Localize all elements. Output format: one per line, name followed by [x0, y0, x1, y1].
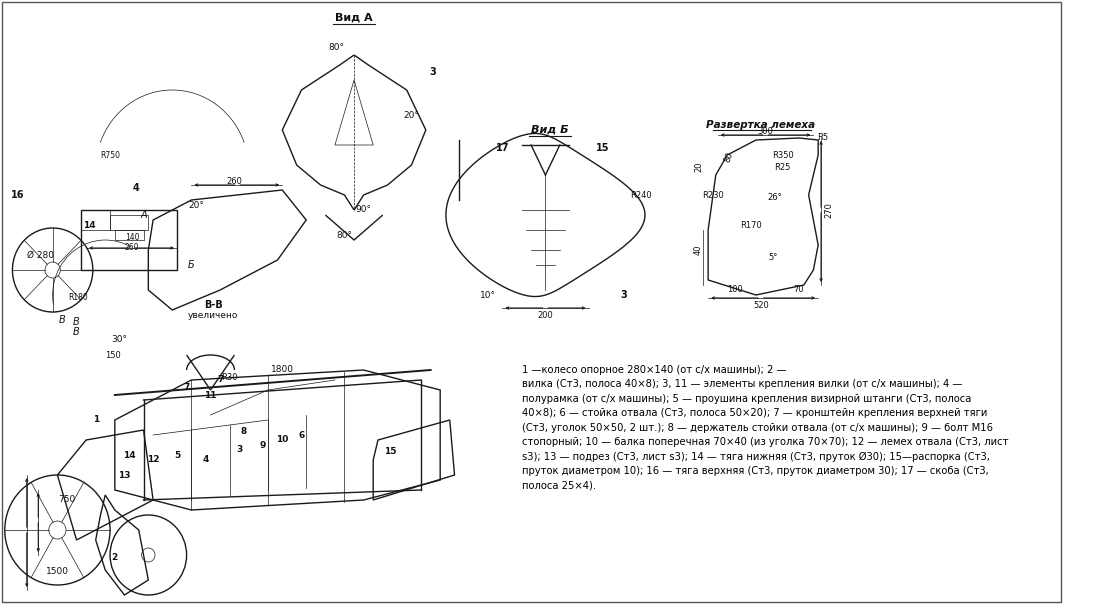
Text: В: В	[73, 327, 80, 337]
Text: 4: 4	[132, 183, 139, 193]
Bar	[81, 210, 110, 230]
Text: 11: 11	[204, 391, 217, 399]
Text: 3: 3	[621, 290, 628, 300]
Text: 80°: 80°	[329, 43, 344, 53]
Text: 520: 520	[753, 301, 769, 309]
Text: 100: 100	[727, 286, 743, 295]
Text: 8: 8	[241, 428, 247, 437]
Text: 200: 200	[538, 312, 553, 321]
Text: 1800: 1800	[271, 365, 293, 374]
Text: 150: 150	[106, 350, 121, 359]
Text: R240: R240	[630, 190, 652, 199]
Text: 1500: 1500	[46, 568, 69, 576]
Text: Б: Б	[188, 260, 194, 270]
Text: Вид Б: Вид Б	[531, 125, 569, 135]
Text: 80°: 80°	[337, 231, 352, 240]
Text: 26°: 26°	[768, 193, 782, 202]
Text: 80: 80	[723, 150, 735, 164]
Text: 5: 5	[174, 451, 180, 460]
Text: 270: 270	[824, 202, 833, 218]
Text: R230: R230	[702, 190, 723, 199]
Text: 14: 14	[82, 222, 96, 231]
Text: 4: 4	[202, 455, 209, 464]
Text: 15: 15	[384, 448, 397, 457]
Text: 260: 260	[227, 178, 242, 187]
Text: 7: 7	[183, 384, 190, 393]
Text: A: A	[140, 210, 147, 220]
Text: Ø 280: Ø 280	[27, 251, 53, 260]
Text: Вид А: Вид А	[336, 13, 373, 23]
Text: 30°: 30°	[111, 335, 128, 344]
Text: 90°: 90°	[356, 205, 372, 214]
Text: 10: 10	[277, 435, 289, 445]
Text: 140: 140	[124, 233, 139, 242]
Text: 6: 6	[299, 431, 304, 440]
Text: 7: 7	[217, 376, 223, 385]
Text: 10°: 10°	[480, 291, 496, 300]
Text: увеличено: увеличено	[188, 312, 239, 321]
Text: 1 —колесо опорное 280×140 (от с/х машины); 2 —
вилка (Ст3, полоса 40×8); 3, 11 —: 1 —колесо опорное 280×140 (от с/х машины…	[521, 365, 1008, 490]
Text: 750: 750	[59, 495, 76, 504]
Text: R180: R180	[69, 294, 89, 303]
Text: 20: 20	[694, 162, 703, 172]
Text: 16: 16	[10, 190, 24, 200]
Bar	[114, 230, 143, 240]
Text: 260: 260	[124, 243, 139, 252]
Text: 20°: 20°	[403, 111, 420, 120]
Text: 2: 2	[112, 553, 118, 562]
Text: 15: 15	[597, 143, 610, 153]
Text: В: В	[59, 315, 66, 325]
Text: 3: 3	[429, 67, 436, 77]
Text: 17: 17	[496, 143, 509, 153]
Text: 40: 40	[694, 245, 703, 255]
Text: 9: 9	[260, 440, 267, 449]
Text: 12: 12	[147, 455, 159, 464]
Text: 70: 70	[793, 286, 804, 295]
Text: 20°: 20°	[188, 201, 204, 210]
Text: R750: R750	[100, 150, 120, 159]
Bar	[110, 215, 149, 230]
Text: R5: R5	[818, 133, 829, 143]
Text: R170: R170	[740, 220, 762, 230]
Text: R25: R25	[774, 164, 791, 173]
Text: 5°: 5°	[769, 254, 778, 263]
Text: 1: 1	[92, 416, 99, 425]
Text: 13: 13	[118, 471, 131, 480]
Text: R30: R30	[221, 373, 238, 382]
Text: R350: R350	[772, 150, 793, 159]
Bar	[81, 210, 177, 270]
Text: В: В	[73, 317, 80, 327]
Text: Развертка лемеха: Развертка лемеха	[707, 120, 815, 130]
Text: 14: 14	[123, 451, 136, 460]
Text: В-В: В-В	[204, 300, 223, 310]
Text: 300: 300	[758, 127, 773, 137]
Text: 3: 3	[237, 446, 242, 454]
